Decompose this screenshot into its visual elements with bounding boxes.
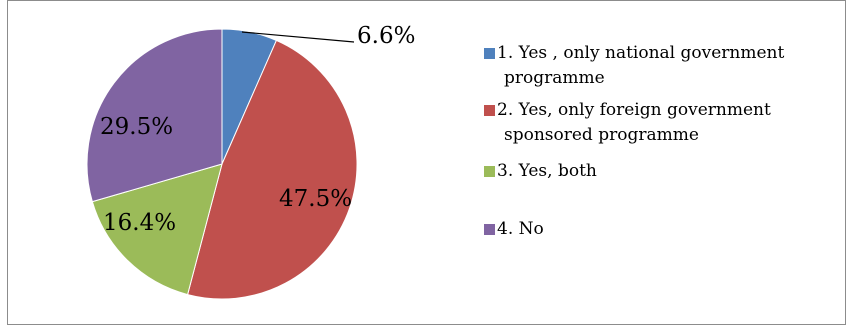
legend-swatch-3 bbox=[484, 166, 495, 177]
chart-area: 6.6% 47.5% 16.4% 29.5% 1. Yes , only nat… bbox=[7, 0, 846, 325]
slice-label-4: 29.5% bbox=[100, 114, 173, 140]
legend-swatch-1 bbox=[484, 48, 495, 59]
legend-label-2-line1: 2. Yes, only foreign government bbox=[497, 100, 771, 120]
legend-swatch-2 bbox=[484, 105, 495, 116]
pie-slice-3 bbox=[91, 163, 223, 296]
pie-chart: 6.6% 47.5% 16.4% 29.5% bbox=[86, 23, 415, 300]
legend-label-1-line1: 1. Yes , only national government bbox=[497, 43, 785, 63]
slice-label-1: 6.6% bbox=[357, 23, 415, 49]
legend-label-3: 3. Yes, both bbox=[497, 161, 597, 181]
legend-label-4: 4. No bbox=[497, 219, 544, 239]
legend-swatch-4 bbox=[484, 224, 495, 235]
slice-label-3: 16.4% bbox=[103, 210, 176, 236]
slice-label-2: 47.5% bbox=[279, 186, 352, 212]
pie-slice-2 bbox=[186, 39, 358, 300]
legend-label-2-line2: sponsored programme bbox=[504, 125, 699, 145]
pie-slice-4 bbox=[86, 28, 223, 203]
leader-line bbox=[241, 31, 355, 43]
legend-label-1-line2: programme bbox=[504, 68, 605, 88]
